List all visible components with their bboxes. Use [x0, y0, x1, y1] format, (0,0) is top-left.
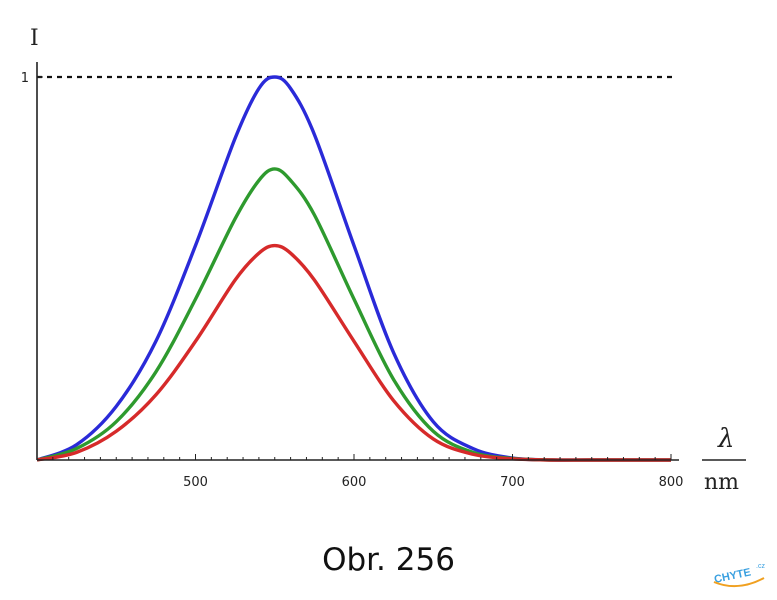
logo-swoosh	[713, 577, 765, 588]
x-tick-label: 600	[342, 475, 367, 490]
spectrum-chart: 500 600 700 800 1 I λ nm	[21, 26, 746, 495]
chytej-logo: CHYTE .cz	[713, 563, 765, 588]
logo-suffix: .cz	[756, 563, 765, 570]
x-axis-label-symbol: λ	[717, 424, 734, 454]
x-axis-label-unit: nm	[704, 470, 739, 495]
series-line-2	[36, 243, 671, 462]
y-tick-label: 1	[21, 71, 29, 86]
figure-caption: Obr. 256	[322, 542, 455, 578]
y-axis-label: I	[30, 26, 39, 51]
x-tick-label: 800	[659, 475, 684, 490]
x-tick-label: 700	[500, 475, 525, 490]
x-tick-label: 500	[183, 475, 208, 490]
